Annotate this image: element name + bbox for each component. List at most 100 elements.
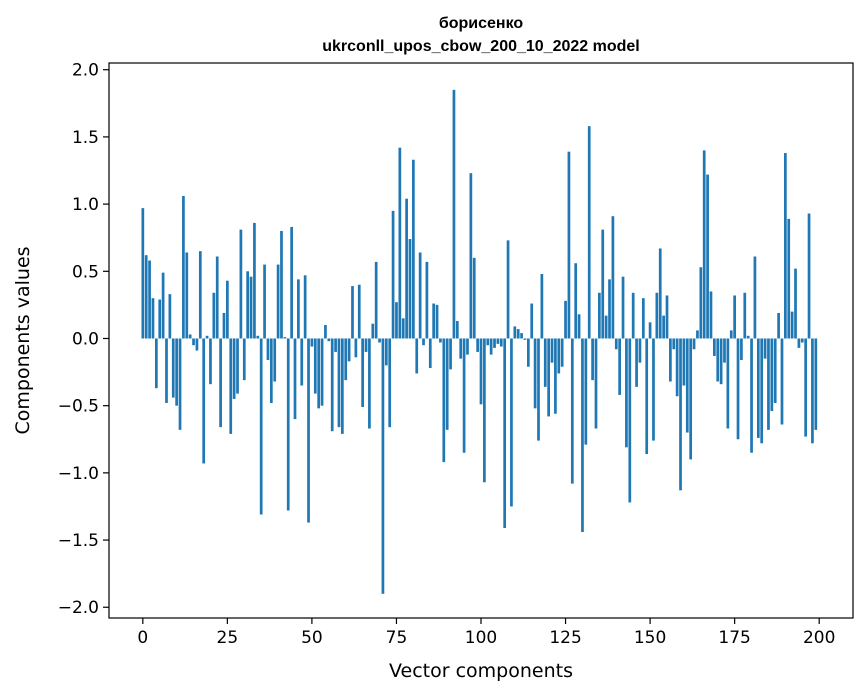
bar bbox=[239, 229, 243, 339]
bar bbox=[584, 338, 588, 445]
x-axis-ticks: 0 25 50 75 100 125 150 175 200 bbox=[137, 618, 835, 648]
bar bbox=[320, 338, 324, 406]
bar bbox=[523, 338, 527, 340]
bar bbox=[736, 338, 740, 440]
bar bbox=[401, 318, 405, 339]
bar bbox=[638, 338, 642, 363]
bar bbox=[513, 326, 517, 339]
bar bbox=[232, 338, 236, 399]
bar bbox=[763, 338, 767, 359]
bar bbox=[689, 338, 693, 460]
bar bbox=[307, 338, 310, 523]
bar bbox=[381, 338, 385, 594]
bar bbox=[212, 292, 216, 339]
bar bbox=[520, 333, 523, 339]
bar bbox=[455, 321, 459, 339]
bar bbox=[361, 338, 364, 408]
bar bbox=[391, 210, 395, 339]
bar bbox=[297, 279, 300, 339]
bar bbox=[712, 338, 716, 356]
x-tick-label: 0 bbox=[137, 628, 148, 648]
bar bbox=[418, 252, 422, 339]
bar bbox=[645, 338, 649, 455]
bar bbox=[658, 248, 662, 339]
bar bbox=[675, 338, 679, 397]
y-tick-label: 1.0 bbox=[72, 195, 99, 215]
bar bbox=[253, 222, 256, 339]
bar bbox=[750, 338, 753, 453]
bar bbox=[574, 263, 578, 339]
y-tick-label: −0.5 bbox=[58, 397, 99, 417]
bar bbox=[760, 338, 764, 444]
bar bbox=[797, 338, 801, 348]
bar bbox=[286, 338, 290, 511]
x-tick-label: 125 bbox=[549, 628, 581, 648]
bar bbox=[192, 338, 195, 346]
bar bbox=[442, 338, 446, 463]
bar bbox=[625, 338, 628, 448]
bar bbox=[175, 338, 178, 406]
bar bbox=[445, 338, 449, 430]
bar bbox=[283, 337, 287, 339]
bar bbox=[486, 338, 490, 346]
bar bbox=[560, 338, 564, 367]
bar bbox=[151, 298, 155, 339]
bar bbox=[814, 338, 818, 430]
bar bbox=[746, 335, 750, 339]
bar bbox=[202, 338, 206, 464]
bar bbox=[178, 338, 182, 430]
bar bbox=[161, 272, 165, 339]
bar bbox=[543, 338, 547, 387]
bar bbox=[263, 264, 266, 339]
bar bbox=[364, 338, 368, 352]
bar bbox=[219, 338, 222, 428]
bar bbox=[503, 338, 507, 528]
bar bbox=[577, 314, 581, 339]
bar bbox=[685, 338, 689, 433]
bar bbox=[631, 292, 635, 339]
bar bbox=[236, 338, 239, 394]
bar bbox=[408, 239, 412, 339]
bar bbox=[188, 334, 192, 339]
bar bbox=[581, 338, 584, 532]
bar bbox=[530, 303, 534, 339]
bar bbox=[499, 338, 503, 347]
bar bbox=[449, 338, 452, 370]
bar bbox=[337, 338, 341, 428]
x-tick-label: 50 bbox=[301, 628, 323, 648]
bar bbox=[195, 338, 199, 351]
bar bbox=[215, 256, 219, 339]
bar bbox=[635, 338, 638, 387]
y-axis-label: Components values bbox=[12, 246, 34, 434]
y-tick-label: 2.0 bbox=[72, 61, 99, 81]
bar bbox=[564, 300, 567, 339]
bar bbox=[733, 295, 736, 339]
bar bbox=[621, 276, 625, 339]
bar bbox=[526, 338, 530, 367]
bar bbox=[405, 198, 408, 339]
bar bbox=[479, 338, 483, 405]
bar bbox=[696, 330, 699, 339]
bar bbox=[784, 153, 787, 339]
bar bbox=[313, 338, 317, 394]
bar bbox=[185, 252, 189, 339]
bar bbox=[165, 338, 168, 403]
y-tick-label: −2.0 bbox=[58, 598, 99, 618]
bar bbox=[496, 338, 500, 344]
bar bbox=[770, 338, 774, 412]
bar bbox=[269, 338, 273, 403]
bar bbox=[723, 338, 726, 363]
bar bbox=[777, 312, 780, 339]
bar bbox=[807, 213, 811, 339]
bar bbox=[672, 338, 676, 350]
bar bbox=[790, 311, 794, 339]
bar bbox=[327, 338, 331, 342]
bar bbox=[554, 338, 557, 414]
bar bbox=[266, 338, 270, 360]
bar bbox=[800, 338, 804, 343]
bar bbox=[310, 338, 314, 347]
bar bbox=[256, 335, 260, 339]
y-tick-label: −1.5 bbox=[58, 531, 99, 551]
bar bbox=[662, 315, 665, 339]
